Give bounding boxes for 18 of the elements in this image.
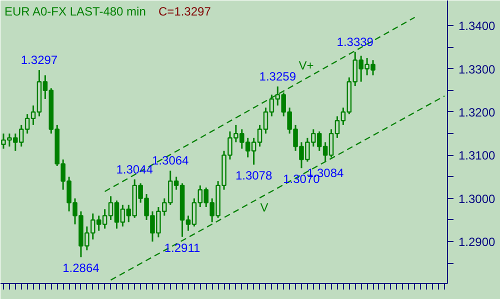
- annotation: 1.3044: [116, 162, 154, 176]
- annotation: 1.3078: [235, 168, 272, 183]
- annotation: 1.2864: [62, 261, 100, 276]
- chart-title: EUR A0-FX LAST-480 min: [4, 4, 146, 18]
- y-tick-label: 1.3000: [458, 192, 496, 206]
- y-tick-label: 1.3200: [458, 105, 496, 120]
- y-tick-label: 1.3100: [458, 148, 496, 163]
- y-tick-label: 1.3400: [458, 19, 496, 34]
- y-tick-label: 1.3300: [458, 62, 496, 76]
- series-label: V: [260, 200, 268, 214]
- annotation: 1.2911: [164, 240, 201, 255]
- annotation: 1.3259: [259, 69, 296, 84]
- chart-subtitle: C=1.3297: [158, 4, 212, 18]
- series-label: V+: [298, 58, 314, 72]
- annotation: 1.3064: [152, 154, 190, 168]
- annotation: 1.3339: [336, 34, 374, 49]
- annotation: 1.3297: [20, 53, 58, 68]
- y-tick-label: 1.2900: [458, 235, 496, 250]
